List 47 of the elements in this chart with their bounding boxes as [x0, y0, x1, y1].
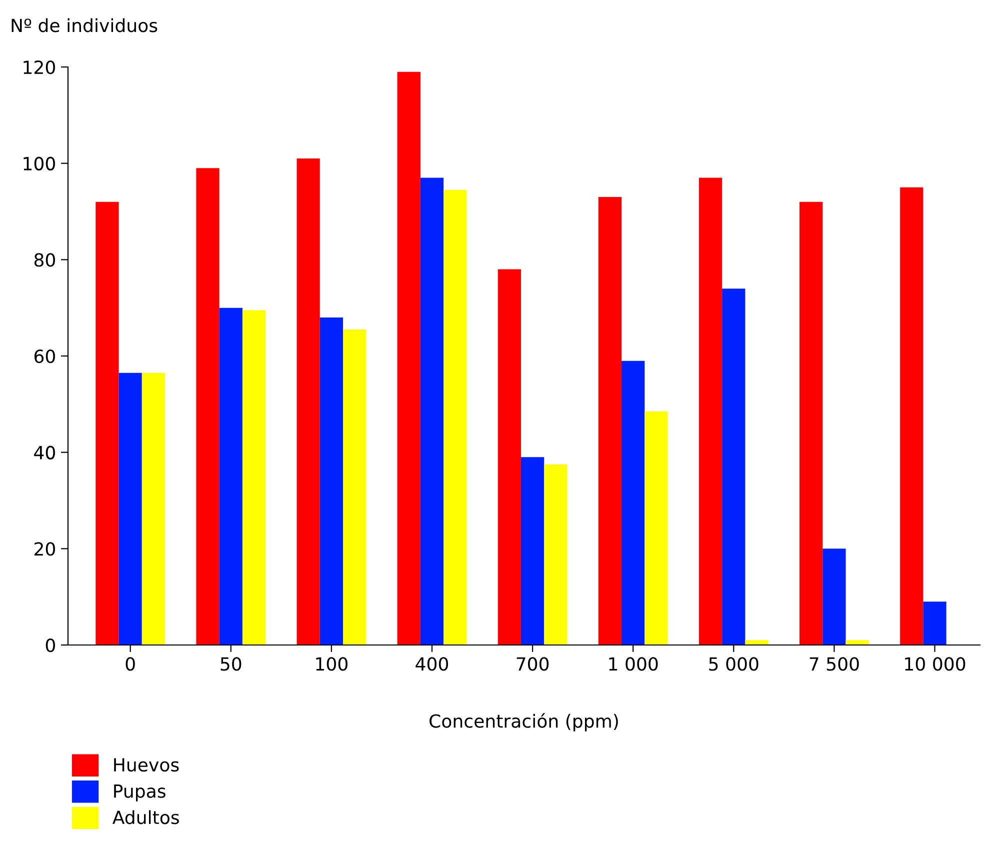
bar — [343, 330, 366, 645]
y-tick-label: 80 — [34, 253, 55, 267]
bar — [846, 640, 869, 645]
bar — [219, 308, 242, 645]
y-tick-label: 120 — [24, 60, 55, 74]
bar — [320, 317, 344, 645]
bar — [296, 158, 320, 645]
bar — [444, 190, 467, 645]
bar — [822, 548, 846, 645]
x-axis-title: Concentración (ppm) — [430, 713, 618, 732]
x-tick-label: 0 — [126, 657, 135, 671]
y-tick-label: 100 — [24, 156, 55, 170]
x-tick-label: 50 — [220, 657, 242, 671]
bar — [420, 178, 444, 645]
bar — [598, 197, 622, 645]
x-tick-label: 7 500 — [810, 657, 859, 671]
legend-label: Pupas — [114, 784, 166, 802]
bar — [923, 602, 946, 645]
bar — [544, 464, 568, 645]
bar — [196, 168, 220, 645]
bar — [118, 372, 142, 645]
x-tick-label: 10 000 — [905, 657, 966, 671]
bar — [622, 360, 645, 645]
x-tick-label: 100 — [316, 657, 348, 671]
bar — [397, 72, 420, 645]
bar — [96, 202, 119, 645]
bar — [644, 411, 668, 645]
bar — [745, 640, 768, 645]
legend-label: Adultos — [112, 810, 179, 824]
bar — [800, 202, 823, 645]
y-tick-label: 20 — [34, 542, 55, 556]
y-tick-label: 0 — [46, 638, 55, 652]
bar — [242, 310, 266, 645]
bar — [142, 372, 166, 645]
x-tick-label: 1 000 — [609, 657, 658, 671]
bar — [722, 288, 746, 645]
bar — [498, 269, 521, 645]
y-tick-label: 40 — [34, 446, 55, 460]
bar — [698, 178, 722, 645]
y-tick-label: 60 — [34, 349, 55, 364]
x-tick-label: 700 — [516, 657, 549, 671]
bar — [520, 457, 544, 645]
bar — [900, 187, 924, 645]
legend-label: Huevos — [114, 758, 179, 772]
x-tick-label: 400 — [416, 657, 448, 671]
y-axis-title: Nº de individuos — [12, 18, 158, 32]
x-tick-label: 5 000 — [709, 657, 758, 671]
